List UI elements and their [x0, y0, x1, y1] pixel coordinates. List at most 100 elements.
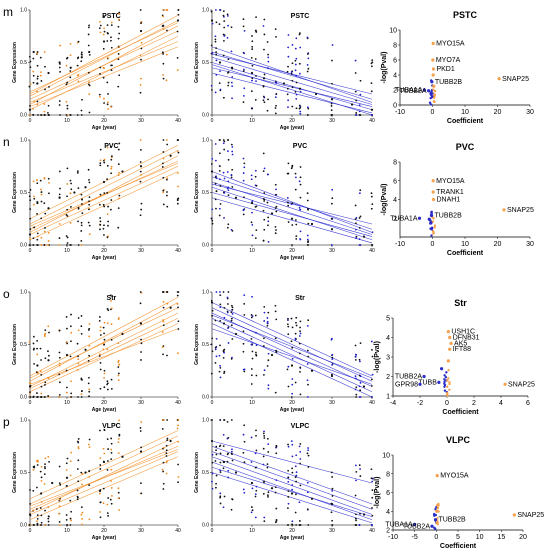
- data-point: [99, 464, 102, 466]
- chart-title: VLPC: [102, 423, 121, 430]
- data-point: [88, 84, 91, 87]
- data-point: [80, 513, 83, 516]
- data-point: [242, 213, 245, 216]
- data-point: [226, 13, 229, 16]
- data-point: [362, 513, 366, 516]
- y-tick-label: 0.5: [202, 60, 209, 66]
- data-point: [231, 459, 234, 462]
- data-point: [274, 207, 277, 210]
- data-point: [355, 471, 358, 473]
- data-point: [299, 183, 302, 186]
- data-point: [330, 511, 333, 514]
- data-point: [218, 291, 221, 293]
- data-point: [359, 468, 361, 470]
- data-point: [230, 26, 233, 29]
- x-tick-label: 2: [472, 400, 476, 407]
- data-point: [227, 81, 230, 84]
- data-point: [307, 447, 310, 449]
- data-point: [102, 33, 105, 36]
- data-point: [354, 344, 357, 347]
- data-point: [287, 106, 289, 109]
- data-point: [40, 524, 42, 526]
- y-tick-label: 2: [386, 528, 390, 535]
- data-point: [370, 65, 373, 68]
- gene-label: MYO15A: [436, 178, 465, 185]
- data-point: [263, 192, 266, 194]
- data-point: [44, 212, 47, 215]
- fit-line: [211, 186, 373, 241]
- data-point: [371, 507, 373, 509]
- data-point: [162, 419, 165, 421]
- data-point: [231, 186, 234, 188]
- data-point: [165, 444, 168, 447]
- data-point: [44, 65, 46, 68]
- data-point: [306, 508, 309, 511]
- data-point: [140, 338, 142, 341]
- data-point: [222, 356, 225, 359]
- data-point: [362, 235, 366, 238]
- data-point: [231, 168, 234, 171]
- data-point: [98, 316, 101, 318]
- data-point: [222, 54, 225, 57]
- data-point: [307, 449, 310, 452]
- data-point: [102, 348, 105, 351]
- data-point: [107, 56, 109, 59]
- data-point: [58, 244, 60, 246]
- data-point: [44, 463, 46, 466]
- data-point: [307, 355, 310, 358]
- data-point: [430, 228, 434, 231]
- data-point: [234, 471, 238, 474]
- data-point: [413, 522, 417, 526]
- data-point: [99, 20, 101, 23]
- data-point: [242, 208, 245, 211]
- data-point: [37, 235, 39, 238]
- data-point: [139, 29, 143, 33]
- data-point: [294, 338, 297, 341]
- data-point: [44, 467, 46, 470]
- data-point: [330, 114, 333, 116]
- data-point: [267, 216, 270, 219]
- fit-line: [29, 317, 179, 389]
- data-point: [227, 139, 230, 141]
- data-point: [162, 9, 165, 11]
- data-point: [47, 359, 50, 362]
- volcano-plot-m: -10 0 10 20 300246810Coefficient-log(Pval)PS…: [381, 10, 534, 125]
- data-point: [84, 186, 87, 189]
- y-tick-label: 0.5: [202, 190, 209, 196]
- data-point: [103, 161, 106, 164]
- data-point: [77, 438, 80, 440]
- y-tick-label: 1.0: [20, 138, 27, 144]
- data-point: [47, 71, 50, 75]
- data-point: [44, 357, 47, 360]
- data-point: [286, 93, 289, 96]
- data-point: [58, 465, 61, 468]
- data-point: [254, 237, 257, 240]
- data-point: [29, 188, 32, 191]
- data-point: [103, 224, 105, 227]
- data-point: [40, 200, 43, 203]
- data-point: [211, 219, 214, 222]
- data-point: [359, 114, 361, 116]
- data-point: [435, 520, 439, 525]
- data-point: [58, 364, 61, 367]
- data-point: [250, 313, 253, 316]
- data-point: [287, 385, 290, 388]
- data-point: [214, 38, 217, 41]
- data-point: [294, 381, 297, 384]
- data-point: [88, 81, 91, 84]
- data-point: [69, 66, 72, 69]
- data-point: [43, 230, 46, 233]
- data-point: [139, 291, 142, 293]
- data-point: [266, 201, 269, 204]
- data-point: [80, 114, 83, 116]
- data-point: [211, 222, 214, 225]
- data-point: [427, 89, 431, 93]
- data-point: [166, 460, 169, 462]
- data-point: [355, 386, 358, 389]
- data-point: [223, 191, 226, 194]
- data-point: [355, 114, 357, 116]
- y-axis-label: -log(Pval): [381, 184, 388, 216]
- data-point: [214, 198, 217, 201]
